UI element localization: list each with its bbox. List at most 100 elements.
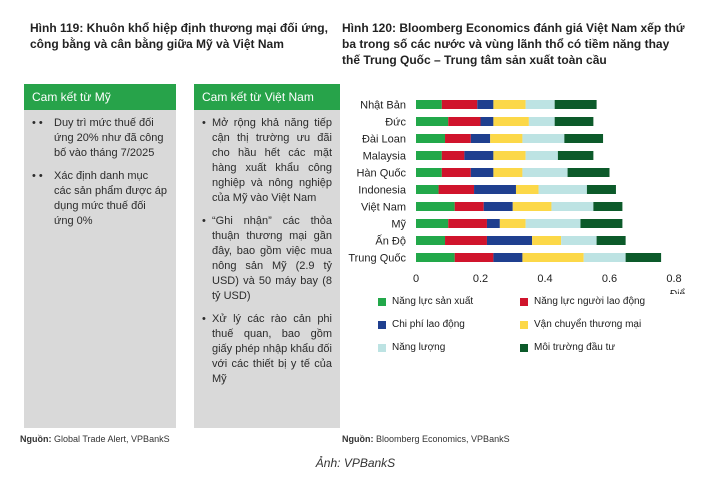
bullet-text: Xử lý các rào cản phi thuế quan, bao gồm… [212,313,332,385]
bar-segment [445,236,487,245]
bullet-item: • • Duy trì mức thuế đối ứng 20% như đã … [32,116,168,161]
x-tick-label: 0.4 [537,273,552,285]
bar-segment [470,168,494,177]
bullet-item: • Mở rộng khả năng tiếp cận thị trường ư… [202,116,332,206]
legend-swatch [378,297,386,306]
category-label: Nhật Bản [360,100,406,112]
bar-segment [454,253,494,262]
legend-item: Năng lực sản xuất [378,296,473,307]
legend-item: Môi trường đầu tư [520,342,615,353]
bar-segment [477,100,494,109]
bullet-marker: • [202,215,206,227]
bar-segment [580,219,623,228]
bar-segment [525,219,581,228]
bar-segment [438,185,475,194]
category-label: Indonesia [358,185,407,197]
bar-segment [441,151,465,160]
bar-segment [554,117,594,126]
bar-segment [583,253,626,262]
bar-segment [448,219,487,228]
bar-segment [486,236,533,245]
legend-swatch [520,297,528,306]
bar-segment [493,151,526,160]
right-figure-title: Hình 120: Bloomberg Economics đánh giá V… [342,21,685,67]
category-label: Mỹ [391,219,406,231]
legend-item: Năng lực người lao động [520,296,645,307]
legend-label: Năng lực người lao động [534,296,646,307]
bar-segment [416,185,439,194]
vn-commitments-header: Cam kết từ Việt Nam [194,84,340,110]
bar-segment [561,236,597,245]
bar-segment [441,168,471,177]
category-label: Đài Loan [362,134,406,146]
bar-segment [525,151,558,160]
left-source: Nguồn: Global Trade Alert, VPBankS [20,434,170,444]
bar-segment [416,134,446,143]
x-tick-label: 0.6 [602,273,617,285]
legend-swatch [520,320,528,329]
bar-segment [551,202,594,211]
legend-swatch [378,320,386,329]
source-text: Global Trade Alert, VPBankS [54,434,170,444]
legend-label: Năng lực sản xuất [392,296,474,307]
x-axis-label: Điểm [670,288,685,294]
bar-segment [493,253,523,262]
bar-segment [522,134,565,143]
legend-swatch [520,343,528,352]
bar-segment [596,236,626,245]
us-commitments-header: Cam kết từ Mỹ [24,84,176,110]
bar-segment [483,202,513,211]
bullet-item: • Xử lý các rào cản phi thuế quan, bao g… [202,312,332,387]
right-source: Nguồn: Bloomberg Economics, VPBankS [342,434,510,444]
bar-segment [445,134,471,143]
legend-label: Môi trường đầu tư [534,342,616,353]
category-label: Malaysia [363,151,407,163]
bar-segment [512,202,552,211]
source-label: Nguồn: [342,434,374,444]
bar-segment [490,134,523,143]
x-tick-label: 0.2 [473,273,488,285]
bar-segment [416,219,449,228]
bullet-marker: • [202,117,206,129]
category-label: Hàn Quốc [356,168,406,180]
bar-segment [448,117,481,126]
bullet-text: “Ghi nhận” các thỏa thuận thương mại gần… [212,215,332,302]
bar-segment [522,168,568,177]
x-tick-label: 0 [413,273,419,285]
bullet-text: Xác định danh mục các sản phẩm được áp d… [54,170,168,227]
category-label: Đức [385,117,406,129]
x-tick-label: 0.8 [666,273,681,285]
left-figure-title: Hình 119: Khuôn khổ hiệp định thương mại… [30,21,328,51]
legend-item: Năng lượng [378,342,445,353]
bar-segment [532,236,562,245]
bar-segment [454,202,484,211]
legend-item: Vận chuyển thương mại [520,319,641,330]
bar-segment [538,185,587,194]
bar-segment [499,219,526,228]
source-label: Nguồn: [20,434,52,444]
bullet-item: • • Xác định danh mục các sản phẩm được … [32,169,168,229]
bullet-marker: • • [32,117,43,129]
bar-segment [515,185,539,194]
bar-segment [525,100,555,109]
bar-segment [625,253,662,262]
legend-label: Vận chuyển thương mại [534,319,642,330]
bar-segment [416,151,442,160]
category-label: Việt Nam [361,202,406,214]
category-label: Ấn Độ [375,235,406,248]
legend-item: Chi phí lao động [378,319,465,330]
bullet-text: Mở rộng khả năng tiếp cận thị trường ưu … [212,117,332,204]
bar-segment [554,100,597,109]
bar-segment [493,168,523,177]
bar-segment [522,253,584,262]
bar-segment [470,134,491,143]
category-label: Trung Quốc [348,253,406,265]
bar-segment [416,202,455,211]
bar-segment [416,100,442,109]
legend-swatch [378,343,386,352]
us-commitments-panel: • • Duy trì mức thuế đối ứng 20% như đã … [24,110,176,428]
legend-label: Chi phí lao động [392,319,465,330]
bar-segment [564,134,604,143]
bar-segment [416,117,449,126]
bar-segment [464,151,494,160]
